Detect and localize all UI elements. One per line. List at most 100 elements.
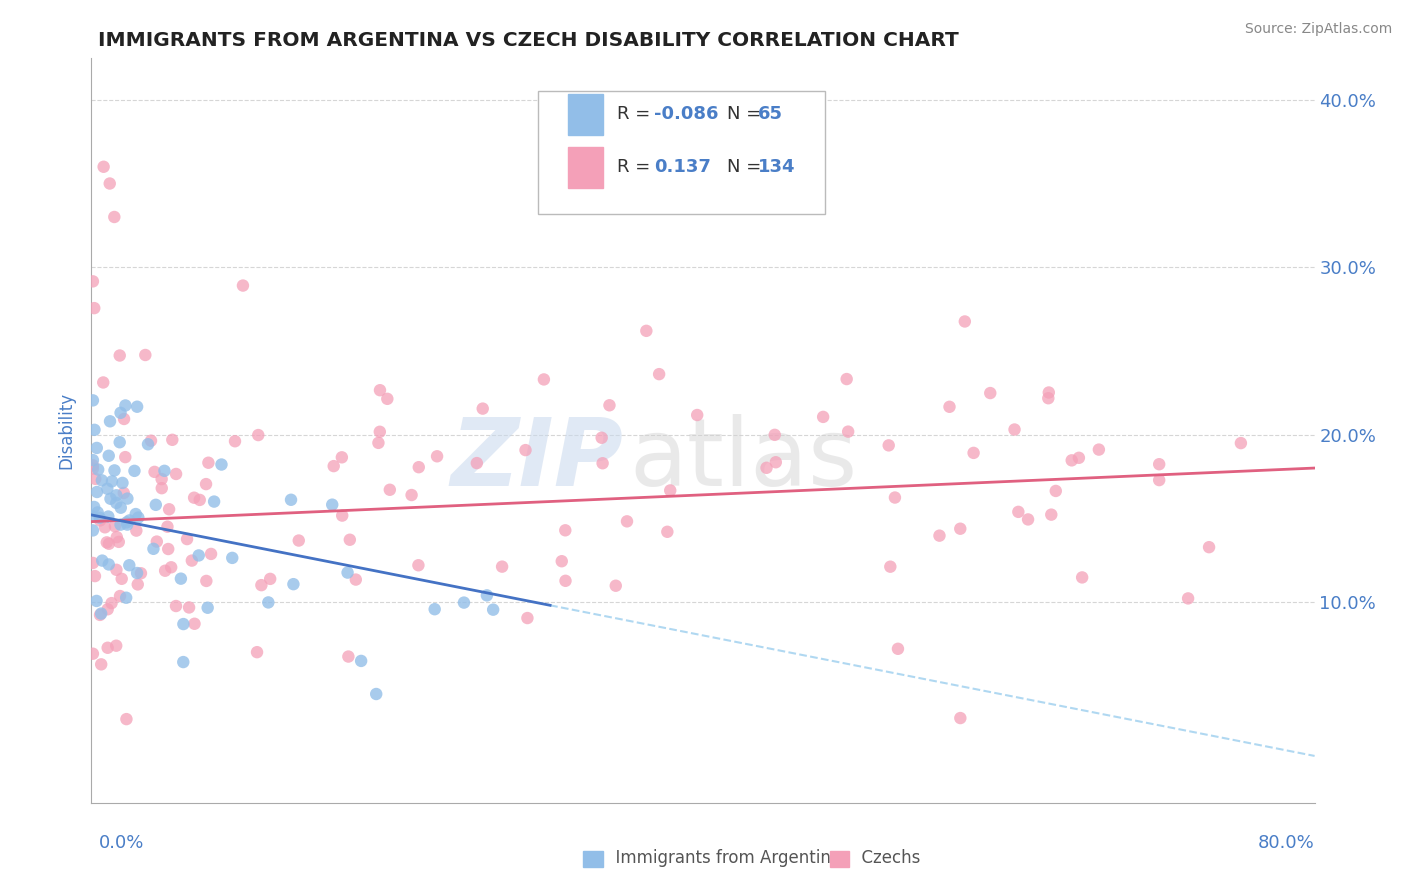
Point bbox=[115, 591, 138, 605]
Point bbox=[127, 577, 149, 591]
Point bbox=[103, 463, 125, 477]
Point bbox=[136, 437, 159, 451]
Point bbox=[82, 458, 104, 473]
Point bbox=[105, 563, 128, 577]
Point bbox=[112, 486, 135, 500]
Point bbox=[105, 639, 128, 653]
Point bbox=[91, 376, 114, 390]
Point bbox=[949, 711, 972, 725]
Point bbox=[96, 535, 118, 549]
Point bbox=[837, 425, 859, 439]
Point bbox=[86, 441, 108, 455]
Point bbox=[146, 534, 169, 549]
Point bbox=[887, 641, 910, 656]
Text: Source: ZipAtlas.com: Source: ZipAtlas.com bbox=[1244, 22, 1392, 37]
Point bbox=[90, 657, 112, 672]
Point bbox=[423, 602, 446, 616]
Point bbox=[949, 522, 972, 536]
Text: 0.0%: 0.0% bbox=[98, 834, 143, 852]
Point bbox=[97, 537, 120, 551]
Point bbox=[172, 655, 194, 669]
Point bbox=[153, 564, 176, 578]
Point bbox=[979, 386, 1001, 401]
Point bbox=[321, 498, 343, 512]
Point bbox=[195, 574, 218, 588]
Point bbox=[94, 520, 117, 534]
Text: Czechs: Czechs bbox=[851, 849, 920, 867]
Point bbox=[330, 508, 353, 523]
Point bbox=[200, 547, 222, 561]
Point bbox=[287, 533, 309, 548]
Point bbox=[188, 492, 211, 507]
Point bbox=[84, 569, 107, 583]
Point bbox=[89, 607, 111, 622]
Point bbox=[247, 428, 270, 442]
Text: 134: 134 bbox=[758, 158, 796, 176]
Point bbox=[125, 507, 148, 521]
Point bbox=[82, 393, 104, 408]
Point bbox=[84, 472, 107, 486]
Point bbox=[117, 517, 139, 532]
Point bbox=[115, 712, 138, 726]
Point bbox=[156, 519, 179, 533]
Point bbox=[592, 456, 614, 470]
Point bbox=[408, 558, 430, 573]
Point bbox=[118, 513, 141, 527]
Point bbox=[86, 505, 108, 519]
Point bbox=[657, 524, 679, 539]
Point bbox=[686, 408, 709, 422]
Point bbox=[98, 177, 121, 191]
Point bbox=[115, 516, 138, 530]
Point bbox=[82, 524, 104, 538]
Text: -0.086: -0.086 bbox=[654, 105, 718, 123]
Point bbox=[110, 500, 132, 515]
Point bbox=[108, 349, 131, 363]
Point bbox=[250, 578, 273, 592]
Point bbox=[89, 510, 111, 524]
Point bbox=[763, 427, 786, 442]
Point bbox=[491, 559, 513, 574]
Text: ZIP: ZIP bbox=[450, 414, 623, 506]
Point bbox=[408, 460, 430, 475]
Point bbox=[165, 599, 187, 613]
Point bbox=[177, 600, 200, 615]
Point bbox=[108, 435, 131, 450]
Point bbox=[232, 278, 254, 293]
Point bbox=[465, 456, 488, 470]
Point bbox=[197, 600, 219, 615]
Point bbox=[337, 649, 360, 664]
Point bbox=[172, 617, 194, 632]
Text: N =: N = bbox=[727, 158, 768, 176]
Point bbox=[150, 472, 173, 486]
Point bbox=[157, 541, 180, 556]
Point bbox=[1067, 450, 1090, 465]
Point bbox=[378, 483, 401, 497]
Point bbox=[97, 509, 120, 524]
Point bbox=[90, 607, 112, 621]
Point bbox=[1060, 453, 1083, 467]
Point bbox=[150, 481, 173, 495]
Point bbox=[82, 461, 104, 475]
Point bbox=[344, 573, 367, 587]
Point bbox=[157, 502, 180, 516]
Y-axis label: Disability: Disability bbox=[58, 392, 76, 469]
Point bbox=[551, 554, 574, 568]
Point bbox=[367, 435, 389, 450]
Point bbox=[96, 482, 118, 496]
Point bbox=[97, 602, 120, 616]
Point bbox=[350, 654, 373, 668]
Point bbox=[336, 566, 359, 580]
Point bbox=[453, 596, 475, 610]
Point bbox=[165, 467, 187, 481]
Point bbox=[482, 602, 505, 616]
Text: 80.0%: 80.0% bbox=[1258, 834, 1315, 852]
Point bbox=[160, 560, 183, 574]
Point bbox=[105, 530, 128, 544]
Point bbox=[100, 596, 122, 610]
Point bbox=[246, 645, 269, 659]
Point bbox=[110, 406, 132, 420]
Point bbox=[114, 399, 136, 413]
Point bbox=[1147, 473, 1170, 487]
Point bbox=[124, 464, 146, 478]
Point bbox=[598, 398, 620, 412]
